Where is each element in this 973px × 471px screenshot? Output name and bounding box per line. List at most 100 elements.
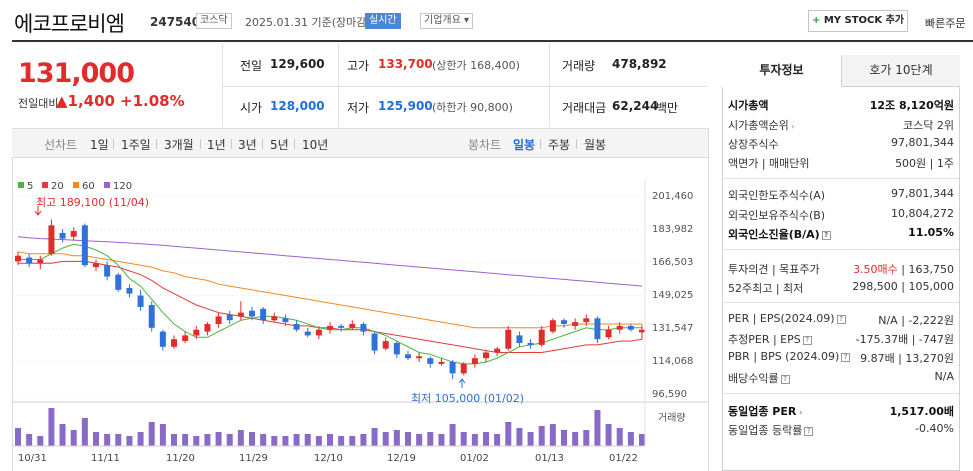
chevron-right-icon: › <box>788 122 795 131</box>
volume-bar <box>70 430 77 446</box>
low-label: 저가 <box>347 101 370 115</box>
volume-bar <box>293 434 300 446</box>
volume-bar <box>594 410 601 446</box>
volume-bar <box>215 432 222 446</box>
help-icon[interactable]: ? <box>804 427 814 436</box>
period-10y[interactable]: 10년 <box>302 138 329 152</box>
market-cap-value: 12조 8,120억원 <box>869 99 954 112</box>
industry-per-label[interactable]: 동일업종 PER › <box>728 403 802 419</box>
pbr-bps-text: PBR | BPS (2024.09) <box>728 350 840 363</box>
help-icon[interactable]: ? <box>821 231 831 240</box>
est-per-label: 추정PER | EPS? <box>728 331 812 347</box>
market-cap-rank-label[interactable]: 시가총액순위 › <box>728 117 794 133</box>
help-icon[interactable]: ? <box>802 336 812 345</box>
candle-body <box>393 342 400 355</box>
price-change: ▲1,400 <box>56 92 115 110</box>
divider <box>723 302 959 303</box>
candle-chart-label: 봉차트 <box>468 138 502 152</box>
opinion-label: 투자의견 | 목표주가 <box>728 263 820 276</box>
candle-body <box>48 225 55 254</box>
volume-bar <box>26 434 33 446</box>
period-1w[interactable]: 1주일 <box>121 138 151 152</box>
volume-bar <box>81 418 88 446</box>
prev-close-value: 129,600 <box>270 57 325 71</box>
volume-bar <box>271 436 278 446</box>
volume-label: 거래량 <box>562 59 596 73</box>
volume-bar <box>393 430 400 446</box>
candle-body <box>527 342 534 345</box>
candle-body <box>572 322 579 326</box>
ma120-line <box>17 236 643 287</box>
pbr-bps-label: PBR | BPS (2024.09)? <box>728 350 851 363</box>
volume-bar <box>639 434 645 446</box>
candle-body <box>171 339 177 347</box>
candle-body <box>148 305 155 328</box>
candle-body <box>26 257 33 264</box>
separator <box>576 139 577 149</box>
realtime-button[interactable]: 실시간 <box>365 13 401 29</box>
header-divider <box>12 40 973 42</box>
x-tick: 11/29 <box>239 453 268 464</box>
period-3m[interactable]: 3개월 <box>164 138 194 152</box>
per-eps-text: PER | EPS(2024.09) <box>728 312 835 325</box>
company-overview-dropdown[interactable]: 기업개요 ▾ <box>420 13 473 29</box>
per-eps-value: N/A | -2,222원 <box>878 314 954 327</box>
tab-invest-info[interactable]: 투자정보 <box>722 55 842 87</box>
divider <box>222 86 708 87</box>
help-icon[interactable]: ? <box>841 353 851 362</box>
quick-order-link[interactable]: 빠른주문 <box>925 17 966 30</box>
period-1d[interactable]: 1일 <box>90 138 109 152</box>
week52-label: 52주최고 | 최저 <box>728 282 804 295</box>
candle-body <box>204 324 211 332</box>
candle-daily[interactable]: 일봉 <box>513 138 536 152</box>
up-arrow-icon: ▲ <box>56 92 68 110</box>
candlesticks <box>15 219 645 380</box>
candle-body <box>271 316 278 321</box>
stock-name: 에코프로비엠 <box>14 12 125 36</box>
volume-bar <box>516 428 523 446</box>
x-tick: 11/20 <box>166 453 195 464</box>
volume-bar <box>483 432 489 446</box>
add-mystock-button[interactable]: + MY STOCK 추가 <box>808 10 908 32</box>
candle-body <box>338 325 345 328</box>
candle-body <box>37 259 44 264</box>
volume-bar <box>115 434 122 446</box>
amount-label: 거래대금 <box>562 101 607 115</box>
candle-body <box>360 324 367 332</box>
y-tick: 114,068 <box>652 356 694 367</box>
candle-body <box>561 320 567 325</box>
foreign-limit-value: 97,801,344 <box>891 187 954 200</box>
volume-bar <box>104 434 111 446</box>
tab-hoga-10[interactable]: 호가 10단계 <box>842 55 960 87</box>
volume-bar <box>572 432 579 446</box>
foreign-holding-value: 10,804,272 <box>891 207 954 220</box>
candle-body <box>59 232 66 239</box>
candle-body <box>605 329 612 338</box>
candle-body <box>237 312 244 317</box>
candle-body <box>182 335 189 342</box>
industry-change-label: 동일업종 등락률? <box>728 422 814 438</box>
candle-body <box>416 356 423 359</box>
amount-value: 62,244 <box>612 99 659 113</box>
period-3y[interactable]: 3년 <box>238 138 257 152</box>
market-tag: 코스닥 <box>196 13 232 29</box>
candle-body <box>137 295 144 307</box>
volume-bar <box>460 432 467 446</box>
period-bar <box>12 128 708 158</box>
volume-bar <box>37 436 44 446</box>
x-tick: 12/10 <box>314 453 343 464</box>
help-icon[interactable]: ? <box>836 315 846 324</box>
volume-axis-label: 거래량 <box>658 413 686 424</box>
candle-weekly[interactable]: 주봉 <box>548 138 571 152</box>
volume-bar <box>59 424 66 446</box>
help-icon[interactable]: ? <box>780 375 790 384</box>
volume-bar <box>416 434 423 446</box>
x-tick: 01/22 <box>609 453 638 464</box>
candle-monthly[interactable]: 월봉 <box>584 138 607 152</box>
foreign-limit-label: 외국인한도주식수(A) <box>728 189 826 202</box>
period-1y[interactable]: 1년 <box>207 138 226 152</box>
period-5y[interactable]: 5년 <box>270 138 289 152</box>
separator <box>262 139 263 149</box>
volume-bar <box>182 434 189 446</box>
